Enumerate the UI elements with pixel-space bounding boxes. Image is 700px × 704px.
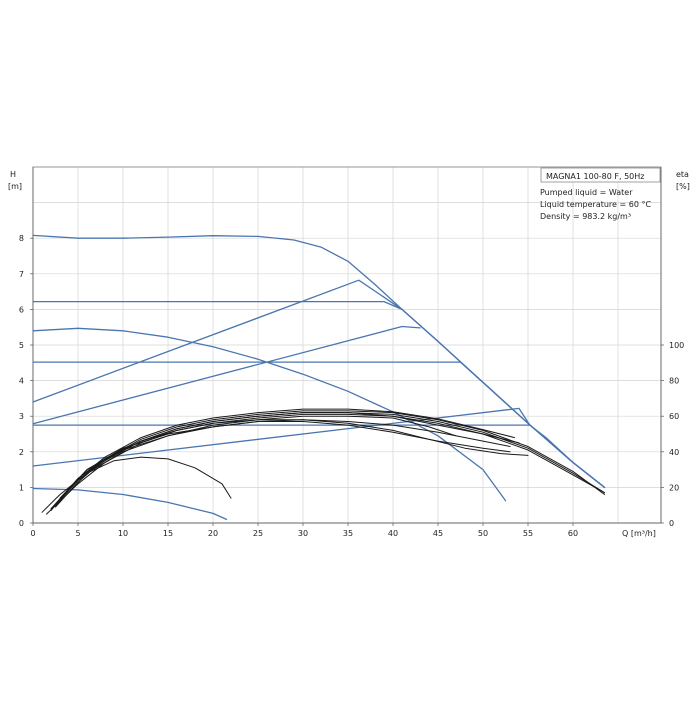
x-tick-label: 30 (298, 529, 308, 538)
qh-curves (32, 234, 606, 521)
qh-curve-2 (32, 300, 606, 489)
eta-tick-label: 20 (669, 483, 679, 492)
qh-curve-5 (32, 327, 507, 502)
eta-tick-label: 60 (669, 412, 679, 421)
eta-tick-label: 0 (669, 519, 674, 528)
y-tick-label: 4 (19, 377, 24, 386)
qh-curve-4 (32, 424, 606, 489)
x-tick-label: 50 (478, 529, 488, 538)
efficiency-curve-9 (55, 419, 511, 506)
x-tick-label: 55 (523, 529, 533, 538)
x-tick-label: 5 (75, 529, 80, 538)
legend-title: MAGNA1 100-80 F, 50Hz (546, 172, 644, 181)
qh-curve-8 (32, 325, 421, 425)
efficiency-curve-1 (50, 412, 605, 510)
y-tick-label: 8 (19, 234, 24, 243)
efficiency-curve-8 (41, 456, 232, 513)
eta-tick-label: 100 (669, 341, 684, 350)
x-tick-label: 10 (118, 529, 128, 538)
y-axis-label-unit: [m] (8, 182, 22, 191)
x-axis-label: Q [m³/h] (622, 529, 656, 538)
qh-curve-9 (32, 407, 531, 467)
y-tick-label: 7 (19, 270, 24, 279)
legend-line-density: Density = 983.2 kg/m³ (540, 212, 631, 221)
grid-layer (33, 167, 661, 523)
qh-curve-7 (32, 279, 403, 403)
efficiency-curve-3 (46, 413, 605, 515)
x-tick-label: 25 (253, 529, 263, 538)
eta-axis-label-unit: [%] (676, 182, 690, 191)
y-tick-label: 5 (19, 341, 24, 350)
eta-tick-label: 40 (669, 448, 679, 457)
legend: MAGNA1 100-80 F, 50Hz Pumped liquid = Wa… (540, 167, 661, 221)
tick-labels: 0 5 10 15 20 25 30 35 40 45 50 55 600123456780204060… (19, 234, 684, 538)
x-tick-label: 0 (30, 529, 35, 538)
efficiency-curve-7 (59, 421, 511, 503)
x-tick-label: 20 (208, 529, 218, 538)
x-tick-label: 45 (433, 529, 443, 538)
y-tick-label: 1 (19, 483, 24, 492)
efficiency-curve-10 (59, 415, 457, 499)
x-tick-label: 35 (343, 529, 353, 538)
y-tick-label: 3 (19, 412, 24, 421)
efficiency-curves (41, 408, 605, 515)
eta-tick-label: 80 (669, 377, 679, 386)
legend-title-box (540, 167, 661, 183)
legend-line-temperature: Liquid temperature = 60 °C (540, 200, 651, 209)
eta-axis-label-symbol: eta (676, 170, 689, 179)
y-tick-label: 2 (19, 448, 24, 457)
efficiency-curve-4 (50, 408, 515, 511)
x-tick-label: 40 (388, 529, 398, 538)
y-axis-label-symbol: H (10, 170, 16, 179)
x-tick-label: 60 (568, 529, 578, 538)
legend-line-liquid: Pumped liquid = Water (540, 188, 633, 197)
efficiency-curve-5 (55, 419, 529, 506)
x-tick-label: 15 (163, 529, 173, 538)
y-tick-label: 6 (19, 305, 24, 314)
y-tick-label: 0 (19, 519, 24, 528)
